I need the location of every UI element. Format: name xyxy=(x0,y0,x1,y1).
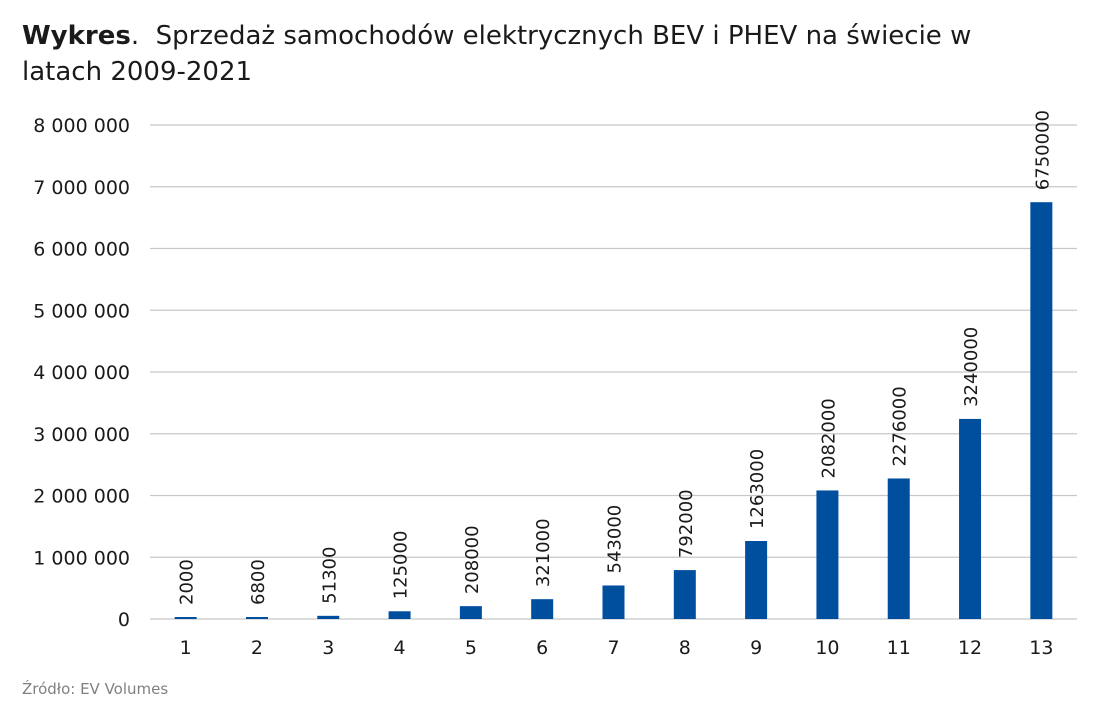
x-tick-label: 7 xyxy=(607,637,619,659)
x-tick-label: 4 xyxy=(394,637,406,659)
bar-value-label: 208000 xyxy=(462,525,483,594)
bar-value-label: 51300 xyxy=(319,547,340,604)
bar xyxy=(602,585,625,619)
bar xyxy=(1030,202,1053,619)
x-tick-label: 5 xyxy=(465,637,477,659)
x-tick-label: 13 xyxy=(1029,637,1053,659)
bar-value-label: 1263000 xyxy=(747,449,768,529)
y-tick-label: 6 000 000 xyxy=(33,239,130,261)
bar xyxy=(816,490,839,619)
y-tick-label: 2 000 000 xyxy=(33,486,130,508)
x-tick-label: 3 xyxy=(322,637,334,659)
bar-value-label: 543000 xyxy=(605,505,626,574)
x-axis-tick-labels: 1 2 3 4 5 6 7 8 9 10 11 12 13 xyxy=(180,637,1054,659)
bar xyxy=(459,606,482,619)
bar-value-label: 3240000 xyxy=(961,327,982,407)
x-tick-label: 10 xyxy=(815,637,839,659)
chart-title-bold: Wykres xyxy=(22,21,131,51)
y-tick-label: 3 000 000 xyxy=(33,424,130,446)
bar-value-label: 6800 xyxy=(248,559,269,605)
y-axis-tick-labels: 0 1 000 000 2 000 000 3 000 000 4 000 000 5 0… xyxy=(33,115,130,631)
bar xyxy=(388,611,411,619)
chart-title: Wykres. Sprzedaż samochodów elektrycznyc… xyxy=(22,18,1022,90)
bar xyxy=(174,617,197,619)
gridlines xyxy=(150,124,1077,620)
bar xyxy=(745,541,768,619)
y-tick-label: 4 000 000 xyxy=(33,362,130,384)
bar-value-label: 792000 xyxy=(676,489,697,558)
bar-value-label: 6750000 xyxy=(1032,110,1053,190)
bar xyxy=(317,615,340,619)
bar-value-label: 2000 xyxy=(177,559,198,605)
x-tick-label: 2 xyxy=(251,637,263,659)
y-tick-label: 5 000 000 xyxy=(33,300,130,322)
bar-value-label: 2276000 xyxy=(890,386,911,466)
y-tick-label: 0 xyxy=(118,609,130,631)
x-tick-label: 9 xyxy=(750,637,762,659)
bar-value-label: 321000 xyxy=(533,518,554,587)
bar xyxy=(531,599,554,619)
bar xyxy=(245,617,268,619)
bar xyxy=(887,478,910,619)
chart-title-separator: . xyxy=(130,21,140,51)
y-tick-label: 1 000 000 xyxy=(33,547,130,569)
bar-value-labels: 2000 6800 51300 125000 208000 321000 543000 792… xyxy=(177,110,1054,605)
y-tick-label: 7 000 000 xyxy=(33,177,130,199)
x-tick-label: 6 xyxy=(536,637,548,659)
bar-value-label: 2082000 xyxy=(818,398,839,478)
bars xyxy=(174,202,1053,619)
x-tick-label: 1 xyxy=(180,637,192,659)
bar-value-label: 125000 xyxy=(391,531,412,600)
x-tick-label: 8 xyxy=(679,637,691,659)
bar xyxy=(959,418,982,619)
chart-title-text: Sprzedaż samochodów elektrycznych BEV i … xyxy=(22,21,972,87)
x-tick-label: 11 xyxy=(887,637,911,659)
x-tick-label: 12 xyxy=(958,637,982,659)
source-note: Źródło: EV Volumes xyxy=(22,680,169,698)
y-tick-label: 8 000 000 xyxy=(33,115,130,137)
bar xyxy=(673,570,696,619)
